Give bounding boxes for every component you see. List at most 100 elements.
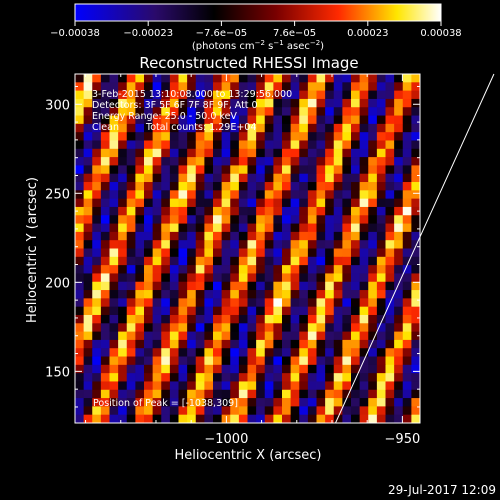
heatmap-cell (394, 173, 404, 183)
heatmap-cell (109, 223, 119, 233)
heatmap-cell (238, 314, 248, 324)
heatmap-cell (92, 231, 102, 241)
heatmap-cell (273, 414, 283, 423)
heatmap-cell (273, 98, 283, 108)
heatmap-cell (195, 198, 205, 208)
heatmap-cell (135, 339, 145, 349)
heatmap-cell (376, 331, 386, 341)
heatmap-cell (230, 132, 240, 141)
heatmap-cell (333, 364, 343, 374)
heatmap-cell (299, 348, 309, 357)
heatmap-cell (83, 265, 93, 274)
heatmap-cell (299, 256, 309, 266)
heatmap-cell (187, 198, 197, 208)
heatmap-cell (316, 98, 326, 108)
heatmap-cell (385, 74, 395, 83)
heatmap-cell (376, 190, 386, 200)
heatmap-cell (385, 406, 395, 416)
heatmap-cell (307, 364, 317, 374)
heatmap-cell (178, 339, 188, 349)
heatmap-cell (376, 348, 386, 357)
heatmap-cell (256, 331, 266, 341)
x-tick-label: −1000 (204, 432, 248, 447)
heatmap-cell (394, 82, 404, 92)
heatmap-cell (144, 182, 154, 191)
heatmap-cell (169, 82, 179, 92)
heatmap-cell (368, 82, 378, 92)
heatmap-cell (238, 339, 248, 349)
heatmap-cell (247, 406, 257, 416)
heatmap-cell (204, 123, 214, 133)
heatmap-cell (126, 414, 136, 423)
heatmap-cell (187, 98, 197, 108)
heatmap-cell (299, 206, 309, 216)
heatmap-cell (83, 148, 93, 158)
heatmap-cell (144, 206, 154, 216)
heatmap-cell (282, 140, 292, 150)
heatmap-cell (238, 398, 248, 407)
heatmap-cell (221, 339, 231, 349)
heatmap-cell (385, 414, 395, 423)
heatmap-cell (307, 123, 317, 133)
heatmap-cell (273, 298, 283, 308)
heatmap-cell (290, 173, 300, 183)
heatmap-cell (351, 82, 361, 92)
heatmap-cell (411, 148, 420, 158)
heatmap-cell (221, 381, 231, 391)
heatmap-cell (187, 273, 197, 283)
heatmap-cell (394, 265, 404, 274)
heatmap-cell (290, 90, 300, 100)
heatmap-cell (264, 331, 274, 341)
heatmap-cell (126, 398, 136, 407)
heatmap-cell (109, 290, 119, 299)
heatmap-cell (152, 123, 162, 133)
heatmap-cell (264, 414, 274, 423)
heatmap-cell (144, 373, 154, 382)
heatmap-cell (247, 381, 257, 391)
heatmap-cell (144, 398, 154, 407)
heatmap-cell (221, 115, 231, 125)
heatmap-cell (92, 82, 102, 92)
heatmap-cell (394, 115, 404, 125)
heatmap-cell (411, 173, 420, 183)
heatmap-cell (351, 406, 361, 416)
heatmap-cell (325, 398, 335, 407)
heatmap-cell (83, 281, 93, 291)
heatmap-cell (135, 231, 145, 241)
heatmap-cell (221, 348, 231, 357)
heatmap-cell (247, 173, 257, 183)
heatmap-cell (204, 406, 214, 416)
heatmap-cell (169, 90, 179, 100)
heatmap-cell (247, 273, 257, 283)
heatmap-cell (100, 339, 110, 349)
heatmap-cell (213, 364, 223, 374)
heatmap-cell (342, 148, 352, 158)
heatmap-cell (290, 290, 300, 299)
heatmap-cell (118, 240, 128, 249)
heatmap-cell (333, 298, 343, 308)
heatmap-cell (247, 90, 257, 100)
heatmap-cell (169, 240, 179, 249)
heatmap-cell (368, 373, 378, 382)
colorbar (74, 3, 442, 22)
heatmap-cell (282, 248, 292, 258)
heatmap-cell (169, 298, 179, 308)
heatmap-cell (126, 165, 136, 175)
heatmap-cell (213, 215, 223, 224)
heatmap-cell (178, 165, 188, 175)
heatmap-cell (411, 140, 420, 150)
heatmap-cell (411, 215, 420, 224)
heatmap-cell (368, 190, 378, 200)
heatmap-cell (204, 148, 214, 158)
heatmap-cell (290, 323, 300, 332)
heatmap-cell (230, 115, 240, 125)
heatmap-cell (238, 132, 248, 141)
heatmap-cell (342, 364, 352, 374)
heatmap-cell (394, 414, 404, 423)
heatmap-cell (204, 414, 214, 423)
heatmap-cell (238, 74, 248, 83)
heatmap-cell (238, 356, 248, 366)
heatmap-cell (273, 381, 283, 391)
heatmap-cell (109, 381, 119, 391)
plot-frame (74, 73, 421, 424)
